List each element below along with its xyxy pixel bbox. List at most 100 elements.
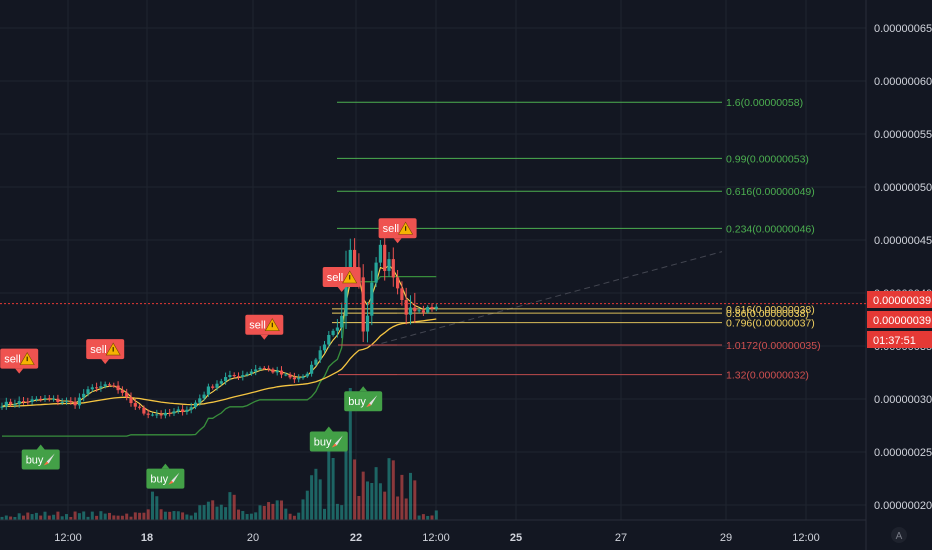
volume-bar xyxy=(198,505,202,520)
volume-bar xyxy=(60,516,64,520)
volume-bar xyxy=(181,512,185,520)
volume-bar xyxy=(310,475,314,520)
volume-bar xyxy=(237,509,240,520)
volume-bar xyxy=(327,435,331,520)
time-tick-label: 27 xyxy=(615,532,627,544)
candle-body xyxy=(82,393,86,398)
volume-bar xyxy=(22,515,25,520)
candle-body xyxy=(404,300,408,315)
candle-body xyxy=(47,398,51,400)
volume-bar xyxy=(142,512,146,520)
fib-level-label: 1.32(0.00000032) xyxy=(726,370,809,382)
volume-bar xyxy=(232,494,236,520)
candle-body xyxy=(116,385,120,391)
candle-body xyxy=(172,411,176,414)
price-tick-label: 0.00000060 xyxy=(874,76,932,88)
volume-bar xyxy=(120,515,124,520)
candle-body xyxy=(129,397,133,404)
volume-bar xyxy=(305,490,309,520)
time-tick-label: 12:00 xyxy=(792,532,820,544)
candle-body xyxy=(103,384,107,387)
candle-body xyxy=(202,394,206,399)
volume-bar xyxy=(400,474,404,520)
volume-bar xyxy=(95,515,99,520)
volume-bar xyxy=(284,508,288,520)
candle-body xyxy=(215,383,219,388)
candle-body xyxy=(56,398,60,403)
rocket-icon xyxy=(171,472,180,483)
candle-body xyxy=(163,412,167,416)
volume-bar xyxy=(189,515,193,520)
candle-body xyxy=(146,413,150,415)
candle-body xyxy=(142,407,146,414)
signal-pointer xyxy=(260,334,269,340)
time-tick-label: 29 xyxy=(720,532,732,544)
buy-signal-badge[interactable]: buy xyxy=(21,444,60,470)
sell-signal-badge[interactable]: sell xyxy=(322,267,361,292)
fib-level-label: 0.616(0.00000038) xyxy=(726,304,815,316)
fib-level-label: 0.234(0.00000046) xyxy=(726,223,815,235)
candle-body xyxy=(17,401,21,405)
candle-body xyxy=(400,288,404,301)
time-tick-label: 20 xyxy=(247,532,259,544)
volume-bar xyxy=(391,460,395,520)
sell-signal-badge[interactable]: sell xyxy=(86,339,125,365)
rocket-icon xyxy=(369,395,378,406)
volume-bar xyxy=(129,516,133,520)
volume-bar xyxy=(280,500,283,520)
candle-body xyxy=(219,381,223,384)
sell-signal-badge[interactable]: sell xyxy=(0,348,39,374)
signal-badge-box xyxy=(344,391,383,412)
volume-bar xyxy=(404,498,408,520)
candle-body xyxy=(292,377,296,380)
signal-pointer xyxy=(161,463,170,469)
signal-label: sell xyxy=(90,344,107,356)
price-tick-label: 0.00000020 xyxy=(874,500,932,512)
candle-body xyxy=(331,330,335,335)
volume-bar xyxy=(108,512,111,520)
candle-body xyxy=(9,401,13,405)
volume-bar xyxy=(271,503,275,520)
candle-body xyxy=(365,315,370,332)
candle-body xyxy=(284,374,288,376)
candle-body xyxy=(125,392,129,398)
candle-body xyxy=(176,409,180,412)
rocket-flame xyxy=(366,403,372,408)
candle-body xyxy=(193,402,198,408)
buy-signal-badge[interactable]: buy xyxy=(309,426,348,452)
time-axis[interactable]: 12:00 18 20 22 12:00 25 27 29 12:00 xyxy=(54,532,820,544)
volume-bar xyxy=(361,471,365,520)
volume-bar xyxy=(90,511,94,520)
volume-bar xyxy=(30,514,34,520)
volume-bar xyxy=(146,509,150,520)
candle-body xyxy=(288,374,292,378)
candle-body xyxy=(30,399,34,402)
volume-bar xyxy=(335,503,339,520)
candle-body xyxy=(39,398,43,400)
price-tags: 0.00000039 0.00000039 01:37:51 xyxy=(0,291,932,348)
sell-signal-badge[interactable]: sell xyxy=(378,218,417,244)
auto-scale-button[interactable]: A xyxy=(891,527,907,543)
candle-body xyxy=(168,412,172,414)
candle-body xyxy=(421,310,425,313)
candle-body xyxy=(120,390,124,393)
buy-signal-badge[interactable]: buy xyxy=(344,386,383,412)
signal-label: sell xyxy=(4,354,21,366)
candle-body xyxy=(159,414,163,416)
volume-bar xyxy=(159,509,163,520)
candle-body xyxy=(426,306,430,313)
volume-bar xyxy=(292,515,296,520)
candle-body xyxy=(107,384,112,386)
volume-bar xyxy=(353,459,357,520)
candle-body xyxy=(279,370,284,375)
volume-bar xyxy=(47,515,51,520)
volume-bar xyxy=(297,512,301,520)
volume-bar xyxy=(82,511,86,520)
signal-pointer xyxy=(337,287,346,292)
volume-bar xyxy=(383,491,387,520)
sell-signal-badge[interactable]: sell xyxy=(245,314,284,340)
fib-level-label: 0.616(0.00000049) xyxy=(726,186,815,198)
buy-signal-badge[interactable]: buy xyxy=(146,463,185,489)
candle-body xyxy=(340,315,344,328)
